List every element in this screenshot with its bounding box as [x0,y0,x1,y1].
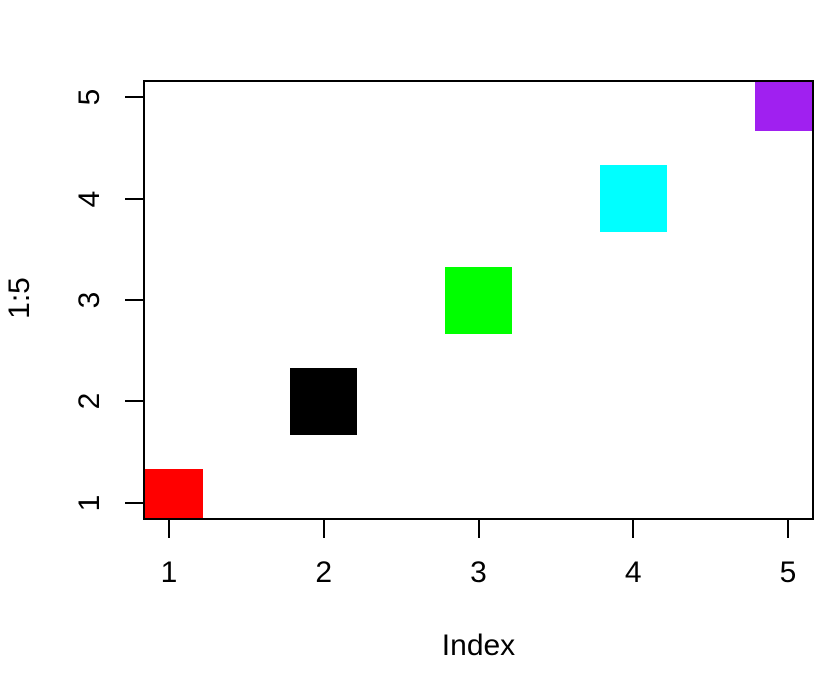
x-tick-mark [632,520,635,538]
y-tick-mark [125,96,143,99]
y-tick-label: 2 [73,393,106,410]
y-tick-label: 3 [73,291,106,309]
y-tick-mark [125,501,143,504]
x-tick-label: 1 [160,556,178,589]
data-point-square-black [290,367,358,435]
x-tick-label: 3 [470,556,487,589]
data-point-square-cyan [599,165,667,233]
x-axis-title: Index [441,628,516,662]
x-tick-label: 4 [624,556,642,589]
plot-area [143,80,814,520]
y-tick-mark [125,197,143,200]
x-tick-mark [477,520,480,538]
y-tick-label: 4 [73,190,106,207]
x-tick-label: 2 [315,556,333,589]
y-tick-label: 1 [73,494,106,512]
x-tick-mark [322,520,325,538]
x-tick-label: 5 [779,556,797,589]
y-tick-mark [125,299,143,301]
y-axis-title: 1:5 [3,277,36,319]
data-point-square-purple [754,82,812,131]
data-point-square-red [145,469,203,518]
y-tick-mark [125,400,143,403]
y-tick-label: 5 [73,88,106,106]
data-point-square-green [445,266,512,334]
x-tick-mark [167,520,170,538]
x-tick-mark [787,520,789,538]
